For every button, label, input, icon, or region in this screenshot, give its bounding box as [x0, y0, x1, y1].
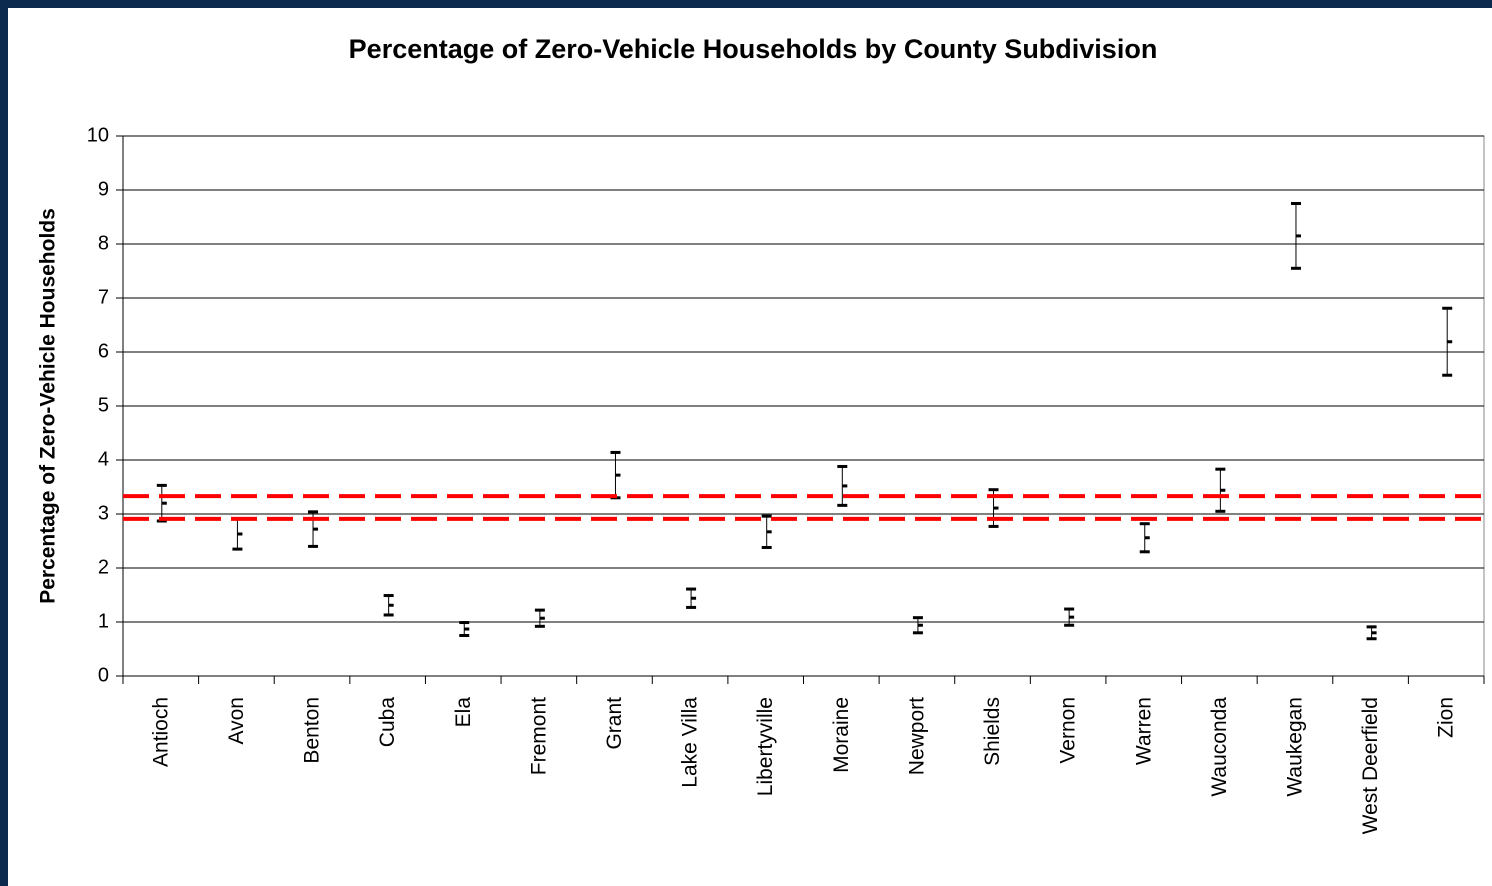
- y-tick-label: 3: [98, 502, 109, 524]
- y-tick-label: 9: [98, 178, 109, 200]
- x-tick-label: Zion: [1435, 697, 1458, 738]
- x-tick-label: Newport: [905, 697, 928, 775]
- x-tick-label: Ela: [452, 697, 475, 728]
- chart-panel: [8, 8, 1492, 886]
- x-tick-label: Warren: [1132, 697, 1155, 765]
- y-tick-label: 7: [98, 286, 109, 308]
- y-tick-label: 2: [98, 556, 109, 578]
- y-tick-label: 1: [98, 610, 109, 632]
- y-tick-label: 10: [87, 124, 109, 146]
- x-tick-label: Lake Villa: [679, 697, 702, 788]
- x-tick-label: Avon: [225, 697, 248, 745]
- x-tick-label: Moraine: [830, 697, 853, 773]
- x-tick-label: Wauconda: [1208, 697, 1231, 797]
- y-tick-label: 6: [98, 340, 109, 362]
- x-tick-label: Fremont: [527, 697, 550, 775]
- x-tick-label: Shields: [981, 697, 1004, 766]
- y-tick-label: 8: [98, 232, 109, 254]
- y-tick-label: 5: [98, 394, 109, 416]
- x-tick-label: Benton: [301, 697, 324, 764]
- y-axis-label: Percentage of Zero-Vehicle Households: [37, 208, 60, 604]
- x-tick-label: Grant: [603, 697, 626, 750]
- x-tick-label: Antioch: [149, 697, 172, 767]
- y-tick-label: 0: [98, 664, 109, 686]
- x-tick-label: Libertyville: [754, 697, 777, 796]
- x-tick-label: Vernon: [1057, 697, 1080, 764]
- x-tick-label: Waukegan: [1284, 697, 1307, 797]
- x-tick-label: Cuba: [376, 697, 399, 748]
- y-tick-label: 4: [98, 448, 109, 470]
- x-tick-label: West Deerfield: [1359, 697, 1382, 834]
- chart-title: Percentage of Zero-Vehicle Households by…: [349, 34, 1158, 64]
